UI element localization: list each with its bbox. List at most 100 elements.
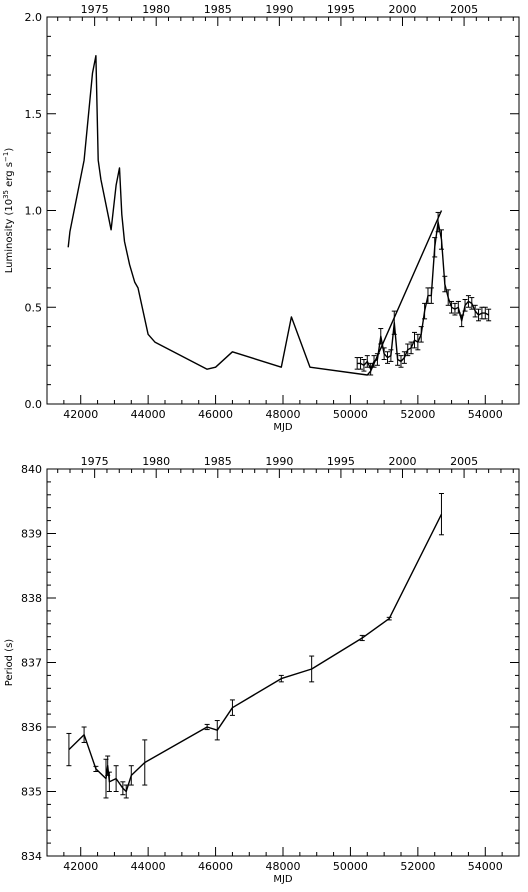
error-bar — [482, 306, 488, 320]
error-bar — [106, 771, 112, 792]
x-tick-label: 50000 — [333, 860, 368, 873]
plot-frame — [46, 16, 520, 405]
error-bar — [361, 358, 367, 372]
error-bar — [204, 723, 210, 731]
error-bar — [120, 781, 126, 796]
error-bar — [358, 357, 364, 370]
error-bar — [229, 699, 235, 716]
error-bar — [214, 720, 220, 741]
error-bar — [469, 297, 475, 310]
y-tick-label: 1.5 — [25, 108, 43, 121]
x-tick-label: 42000 — [63, 860, 98, 873]
error-bar — [435, 211, 441, 233]
top-tick-label: 1985 — [204, 455, 232, 468]
error-bar — [81, 726, 87, 743]
x-tick-label: 46000 — [198, 860, 233, 873]
x-tick-label: 52000 — [400, 860, 435, 873]
y-tick-label: 836 — [21, 721, 42, 734]
y-tick-label: 0.5 — [25, 301, 43, 314]
error-bar — [465, 295, 471, 308]
top-tick-label: 2005 — [450, 3, 478, 16]
x-tick-label: 44000 — [131, 408, 166, 421]
error-bar — [93, 765, 99, 773]
error-bar — [395, 353, 401, 366]
y-tick-label: 838 — [21, 592, 42, 605]
error-bar — [418, 326, 424, 343]
top-tick-label: 1980 — [142, 3, 170, 16]
y-tick-label: 0.0 — [25, 398, 43, 411]
error-bar — [428, 287, 434, 304]
error-bar — [405, 343, 411, 357]
top-tick-label: 1985 — [204, 3, 232, 16]
top-tick-label: 1975 — [81, 3, 109, 16]
top-tick-label: 2000 — [388, 455, 416, 468]
error-bar — [371, 355, 377, 368]
series-line — [67, 55, 443, 376]
error-bar — [368, 362, 374, 376]
y-tick-label: 839 — [21, 528, 42, 541]
error-bar — [449, 300, 455, 314]
error-bar — [123, 784, 129, 799]
error-bar — [142, 739, 148, 786]
error-bar — [408, 341, 414, 355]
error-bar — [378, 328, 384, 345]
error-bar — [486, 308, 492, 322]
error-bar — [309, 655, 315, 683]
error-bar — [391, 310, 397, 335]
x-axis-title: MJD — [273, 422, 293, 433]
error-bar — [66, 732, 72, 767]
y-axis-title: Luminosity (1035 erg s−1) — [2, 148, 15, 274]
x-tick-label: 54000 — [468, 408, 503, 421]
error-bar — [476, 308, 482, 322]
error-bar — [459, 314, 465, 328]
y-tick-label: 840 — [21, 463, 42, 476]
luminosity-panel: 42000 44000 46000 48000 50000 52000 54000 1975 1… — [2, 3, 520, 433]
x-tick-label: 46000 — [198, 408, 233, 421]
x-tick-label: 48000 — [266, 860, 301, 873]
x-tick-label: 48000 — [266, 408, 301, 421]
x-tick-label: 44000 — [131, 860, 166, 873]
y-tick-label: 2.0 — [25, 11, 43, 24]
error-bar — [415, 333, 421, 351]
y-tick-label: 834 — [21, 850, 42, 863]
y-axis-title: Period (s) — [4, 639, 15, 686]
error-bar — [359, 634, 365, 642]
error-bar — [386, 616, 392, 621]
plot-frame — [46, 468, 520, 857]
error-bar — [432, 237, 438, 258]
top-tick-label: 1995 — [327, 3, 355, 16]
error-bar — [388, 349, 394, 362]
error-bar — [472, 304, 478, 318]
error-bar — [455, 300, 461, 314]
error-bar — [385, 351, 391, 364]
error-bar — [452, 302, 458, 316]
top-tick-label: 1995 — [327, 455, 355, 468]
error-bar — [113, 765, 119, 792]
top-tick-label: 1990 — [265, 455, 293, 468]
error-bar — [438, 493, 444, 536]
x-tick-label: 54000 — [468, 860, 503, 873]
error-bar — [401, 351, 407, 364]
top-tick-label: 2000 — [388, 3, 416, 16]
x-tick-label: 52000 — [400, 408, 435, 421]
error-bar — [438, 229, 444, 250]
series-line — [357, 221, 490, 370]
error-bar — [374, 353, 380, 366]
series-line — [68, 513, 443, 793]
y-tick-label: 835 — [21, 786, 42, 799]
top-tick-label: 2005 — [450, 455, 478, 468]
error-bar — [411, 331, 417, 349]
y-tick-label: 837 — [21, 657, 42, 670]
period-panel: 42000 44000 46000 48000 50000 52000 54000 1975 1… — [4, 455, 520, 885]
top-tick-label: 1990 — [265, 3, 293, 16]
x-axis-title: MJD — [273, 874, 293, 885]
x-tick-label: 50000 — [333, 408, 368, 421]
error-bar — [364, 355, 370, 368]
error-bar — [128, 765, 134, 786]
y-tick-label: 1.0 — [25, 205, 43, 218]
x-tick-label: 42000 — [63, 408, 98, 421]
error-bar — [398, 355, 404, 368]
error-bar — [381, 347, 387, 360]
error-bar — [462, 299, 468, 312]
